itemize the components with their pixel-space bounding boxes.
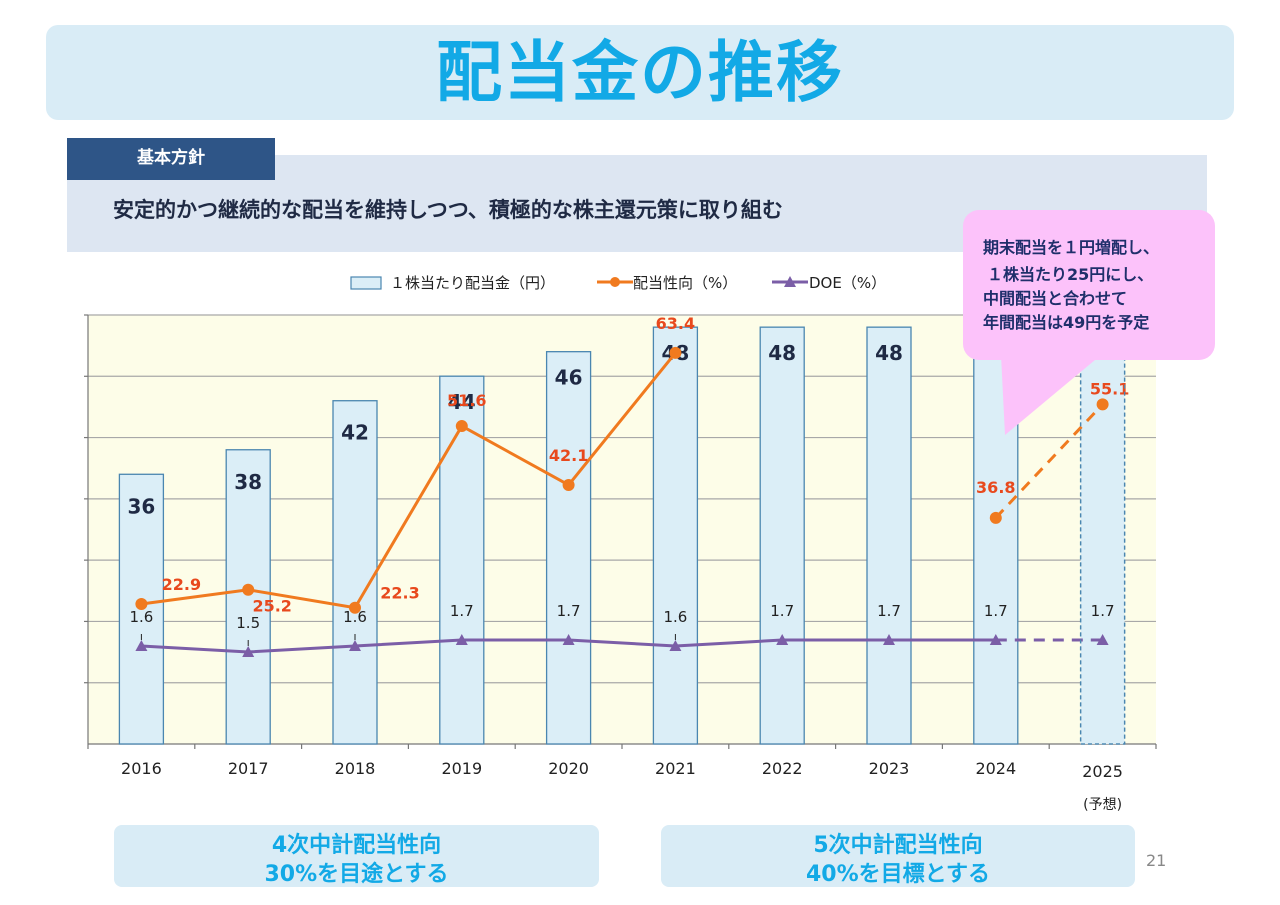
bar-label: 38 [234,470,262,494]
payout-label: 22.3 [380,584,419,603]
target-box-4th-plan: 4次中計配当性向 30%を目途とする [114,825,599,887]
title-banner [46,25,1234,120]
target-box-5th-plan: 5次中計配当性向 40%を目標とする [661,825,1135,887]
x-tick-label: 2021 [655,759,696,778]
doe-marker [562,634,575,645]
bar-2019 [439,375,485,745]
doe-label: 1.7 [770,602,794,620]
x-tick-label: 2019 [441,759,482,778]
payout-label: 55.1 [1090,379,1129,398]
callout-bubble: 期末配当を１円増配し、 １株当たり25円にし、 中間配当と合わせて 年間配当は4… [963,210,1215,435]
payout-label: 36.8 [976,478,1015,497]
payout-marker [562,478,575,491]
doe-label: 1.6 [129,608,153,626]
bar-label: 48 [875,341,903,365]
payout-label: 63.4 [656,314,695,333]
payout-marker [1096,398,1109,411]
bar-2018 [332,400,378,745]
doe-label: 1.7 [557,602,581,620]
bar-label: 46 [555,366,583,390]
doe-label: 1.5 [236,614,260,632]
doe-marker [1096,634,1109,645]
bar-label: 36 [127,494,155,518]
x-tick-label: 2018 [335,759,376,778]
doe-marker [349,640,361,651]
bar-label: 48 [768,341,796,365]
doe-marker [776,634,789,645]
doe-marker [242,646,255,657]
payout-marker [455,420,468,433]
callout-line-3: 中間配当と合わせて [983,289,1128,308]
payout-line [141,351,677,610]
doe-marker [669,640,682,651]
legend-doe: DOE（%） [809,274,887,292]
legend-payout: 配当性向（%） [633,274,738,292]
x-tick-label: 2016 [121,759,162,778]
bar-2022 [759,326,805,745]
bar-label: 44 [448,390,476,414]
doe-marker [135,640,148,651]
target-4th-line1: 4次中計配当性向 [271,833,442,858]
bar-2017 [225,449,271,745]
payout-label: 51.6 [447,391,486,410]
doe-label: 1.7 [984,602,1008,620]
forecast-note: (予想) [1083,797,1122,813]
page-number: 21 [1146,851,1167,870]
x-tick-label: 2025 [1082,762,1123,781]
page-title: 配当金の推移 [436,34,844,111]
bar-label: 42 [341,421,369,445]
payout-marker [242,583,255,596]
doe-label: 1.7 [1091,602,1115,620]
payout-marker [349,601,361,614]
callout-line-4: 年間配当は49円を予定 [983,313,1150,332]
policy-text: 安定的かつ継続的な配当を維持しつつ、積極的な株主還元策に取り組む [113,198,783,222]
callout-line-1: 期末配当を１円増配し、 [983,238,1160,257]
doe-label: 1.6 [663,608,687,626]
bar-2020 [545,351,592,745]
payout-label: 22.9 [162,575,201,594]
legend-dividend: １株当たり配当金（円） [390,274,556,292]
target-4th-line2: 30%を目途とする [264,862,449,887]
doe-marker [455,634,468,645]
target-5th-line1: 5次中計配当性向 [813,833,983,858]
policy-tab: 基本方針 [67,138,275,180]
doe-label: 1.7 [877,602,901,620]
payout-label: 42.1 [549,446,588,465]
payout-marker [135,598,148,610]
x-tick-label: 2017 [228,759,269,778]
doe-marker [989,634,1002,645]
x-tick-label: 2020 [548,759,589,778]
target-5th-line2: 40%を目標とする [806,862,990,887]
x-tick-label: 2024 [975,759,1016,778]
bar-2023 [866,326,912,745]
callout-line-2: １株当たり25円にし、 [987,265,1154,284]
payout-marker [989,511,1002,524]
x-tick-label: 2022 [762,759,803,778]
x-tick-label: 2023 [869,759,910,778]
doe-marker [883,634,895,645]
payout-label: 25.2 [252,597,291,616]
doe-label: 1.6 [343,608,367,626]
bar-2021 [652,326,699,745]
payout-marker [669,346,682,359]
doe-label: 1.7 [450,602,474,620]
payout-line-forecast [994,403,1104,519]
